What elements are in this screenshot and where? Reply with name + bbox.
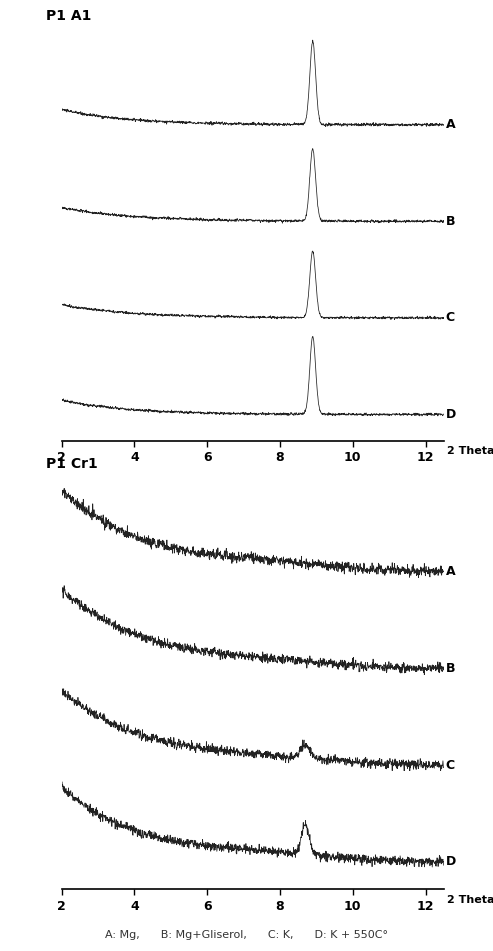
Text: P1 A1: P1 A1 [46, 10, 92, 23]
Text: A: Mg,      B: Mg+Gliserol,      C: K,      D: K + 550C°: A: Mg, B: Mg+Gliserol, C: K, D: K + 550C… [105, 929, 388, 940]
Text: A: A [446, 565, 455, 577]
Text: P1 Cr1: P1 Cr1 [46, 457, 98, 472]
Text: D: D [446, 855, 456, 868]
Text: D: D [446, 408, 456, 421]
Text: C: C [446, 759, 455, 771]
Text: A: A [446, 118, 455, 131]
Text: C: C [446, 311, 455, 324]
Text: B: B [446, 215, 455, 228]
Text: 2 Theta (deg): 2 Theta (deg) [447, 895, 493, 904]
Text: 2 Theta (deg): 2 Theta (deg) [447, 446, 493, 456]
Text: B: B [446, 662, 455, 674]
